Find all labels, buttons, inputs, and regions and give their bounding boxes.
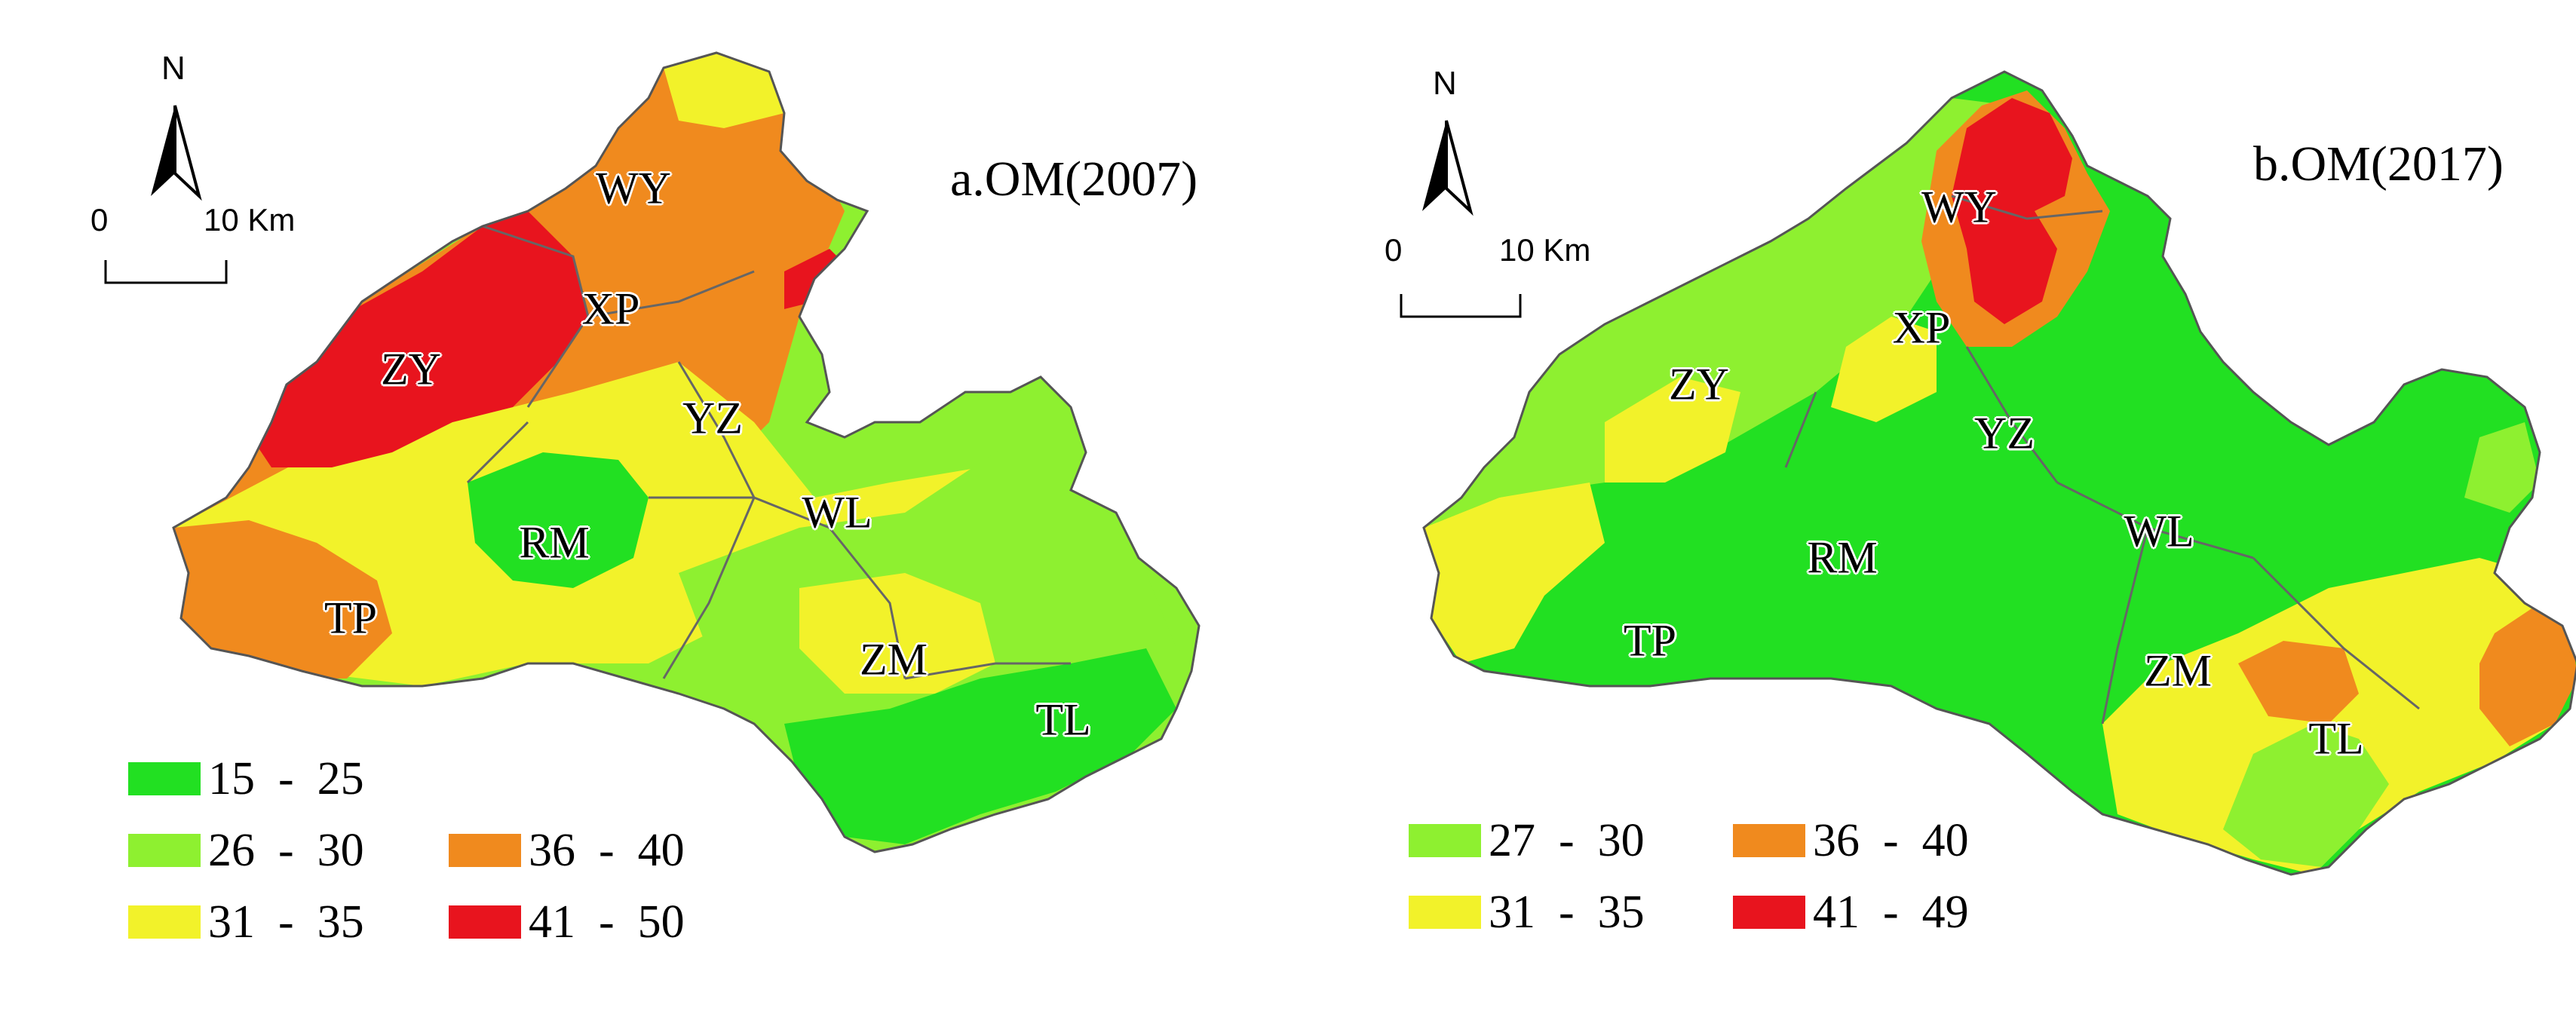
region-label-tl: TL [2308, 713, 2364, 764]
region-label-xp: XP [581, 283, 640, 334]
north-arrow-icon [151, 105, 202, 201]
scale-distance-label: 10 Km [1499, 232, 1591, 268]
map-title: b.OM(2017) [2253, 136, 2504, 191]
region-label-zy: ZY [381, 344, 441, 394]
region-label-tp: TP [1623, 615, 1677, 666]
region-label-zy: ZY [1669, 359, 1729, 409]
legend-item: 27 - 30 [1409, 815, 1645, 866]
legend-item: 36 - 40 [1733, 815, 1969, 866]
region-label-tl: TL [1035, 694, 1091, 745]
legend-label: 26 - 30 [208, 824, 364, 876]
legend-label: 27 - 30 [1489, 814, 1645, 866]
legend-item: 41 - 49 [1733, 887, 1969, 938]
legend-label: 41 - 50 [529, 896, 685, 948]
region-label-zm: ZM [2144, 645, 2212, 696]
region-label-wy: WY [596, 163, 671, 213]
north-label: N [1433, 65, 1457, 102]
region-label-rm: RM [1807, 532, 1878, 583]
om-2007-map [104, 51, 1201, 853]
region-label-wy: WY [1921, 182, 1997, 232]
legend-swatch [449, 905, 521, 939]
map-panel-2017: N 0 10 Km b.OM(2017) WY XP ZY YZ RM WL T… [1288, 0, 2576, 1011]
region-label-tp: TP [324, 593, 378, 643]
study-area-outline [172, 51, 1201, 853]
region-label-wl: WL [802, 487, 872, 538]
map-panel-2007: N 0 10 Km a.OM(2007) WY XP ZY YZ RM WL T… [90, 50, 1201, 948]
legend-item: 26 - 30 [128, 825, 364, 876]
region-label-wl: WL [2124, 506, 2194, 556]
legend-item: 31 - 35 [128, 896, 364, 948]
legend-item: 41 - 50 [449, 896, 685, 948]
legend-label: 31 - 35 [1489, 886, 1645, 938]
north-label: N [161, 50, 186, 87]
legend-swatch [1409, 824, 1481, 857]
legend-swatch [128, 762, 201, 795]
north-arrow-icon [1422, 120, 1474, 216]
study-area-outline [1422, 70, 2576, 876]
legend-swatch [128, 834, 201, 867]
region-label-zm: ZM [860, 634, 928, 685]
scale-bar [104, 260, 228, 284]
legend-label: 15 - 25 [208, 752, 364, 804]
scale-distance-label: 10 Km [204, 202, 296, 237]
scale-bar [1400, 294, 1522, 318]
region-label-xp: XP [1892, 302, 1951, 353]
om-2017-map [1400, 70, 2576, 876]
legend-label: 36 - 40 [1813, 814, 1969, 866]
legend-swatch [1409, 896, 1481, 929]
legend-label: 41 - 49 [1813, 886, 1969, 938]
legend-swatch [1733, 896, 1805, 929]
scale-zero-label: 0 [90, 202, 109, 237]
legend-swatch [128, 905, 201, 939]
scale-zero-label: 0 [1385, 232, 1403, 268]
legend-item: 15 - 25 [128, 753, 364, 804]
legend-swatch [449, 834, 521, 867]
region-label-rm: RM [519, 517, 590, 568]
map-title: a.OM(2007) [950, 152, 1198, 207]
legend-label: 31 - 35 [208, 896, 364, 948]
region-label-yz: YZ [1974, 408, 2035, 458]
legend-item: 36 - 40 [449, 825, 685, 876]
legend-swatch [1733, 824, 1805, 857]
legend-item: 31 - 35 [1409, 887, 1645, 938]
region-label-yz: YZ [682, 393, 743, 443]
legend-label: 36 - 40 [529, 824, 685, 876]
